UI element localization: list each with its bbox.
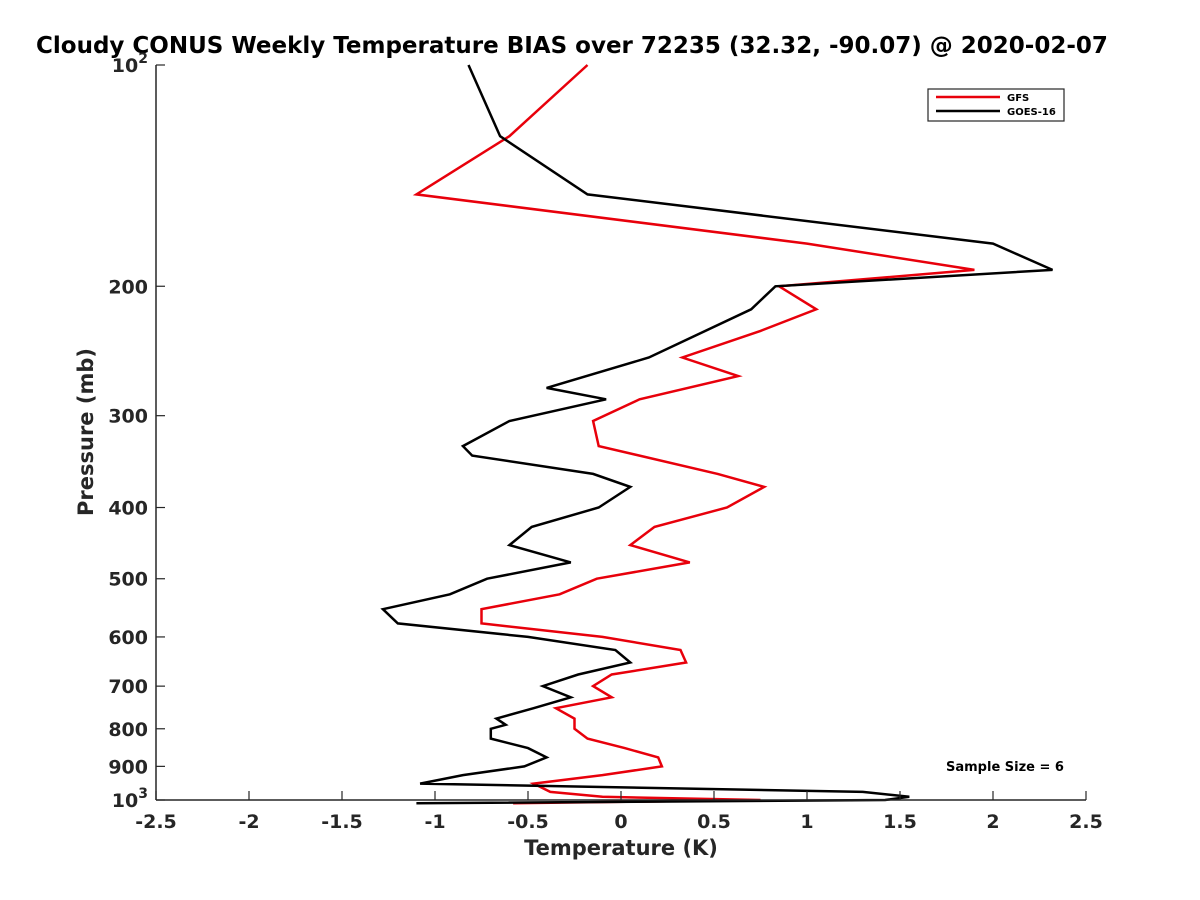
x-tick-label: 0 (614, 811, 627, 833)
y-tick-label: 400 (108, 498, 148, 520)
series-line-gfs (412, 64, 975, 805)
series-layer (380, 64, 1054, 805)
legend: GFS GOES-16 (927, 88, 1065, 122)
y-axis-ticks: 102 200 300 400 500 600 700 800 900 103 (108, 51, 165, 812)
y-tick-label: 800 (108, 719, 148, 741)
x-tick-label: -1.5 (321, 811, 363, 833)
x-tick-label: 1.5 (883, 811, 917, 833)
series-line-goes16 (380, 64, 1054, 805)
y-axis-title: Pressure (mb) (74, 348, 98, 516)
y-tick-label: 500 (108, 569, 148, 591)
y-tick-label: 700 (108, 676, 148, 698)
y-tick-label: 900 (108, 756, 148, 778)
x-tick-label: -2.5 (135, 811, 177, 833)
y-tick-label: 200 (108, 276, 148, 298)
legend-label-goes16: GOES-16 (1007, 107, 1056, 118)
x-axis-title: Temperature (K) (524, 836, 718, 860)
x-tick-label: 1 (800, 811, 813, 833)
y-tick-label: 300 (108, 406, 148, 428)
y-tick-label: 102 (112, 51, 148, 77)
x-tick-label: 2 (986, 811, 999, 833)
y-tick-label: 600 (108, 627, 148, 649)
legend-label-gfs: GFS (1007, 93, 1029, 104)
x-tick-label: -0.5 (507, 811, 549, 833)
x-tick-label: -1 (424, 811, 445, 833)
chart-title: Cloudy CONUS Weekly Temperature BIAS ove… (36, 33, 1108, 59)
x-tick-label: -2 (238, 811, 259, 833)
x-tick-label: 0.5 (697, 811, 731, 833)
y-tick-label: 103 (112, 786, 148, 812)
sample-size-annotation: Sample Size = 6 (946, 760, 1064, 775)
x-axis-ticks: -2.5 -2 -1.5 -1 -0.5 0 0.5 1 1.5 2 2.5 (135, 791, 1103, 833)
legend-box (927, 88, 1065, 122)
x-tick-label: 2.5 (1069, 811, 1103, 833)
